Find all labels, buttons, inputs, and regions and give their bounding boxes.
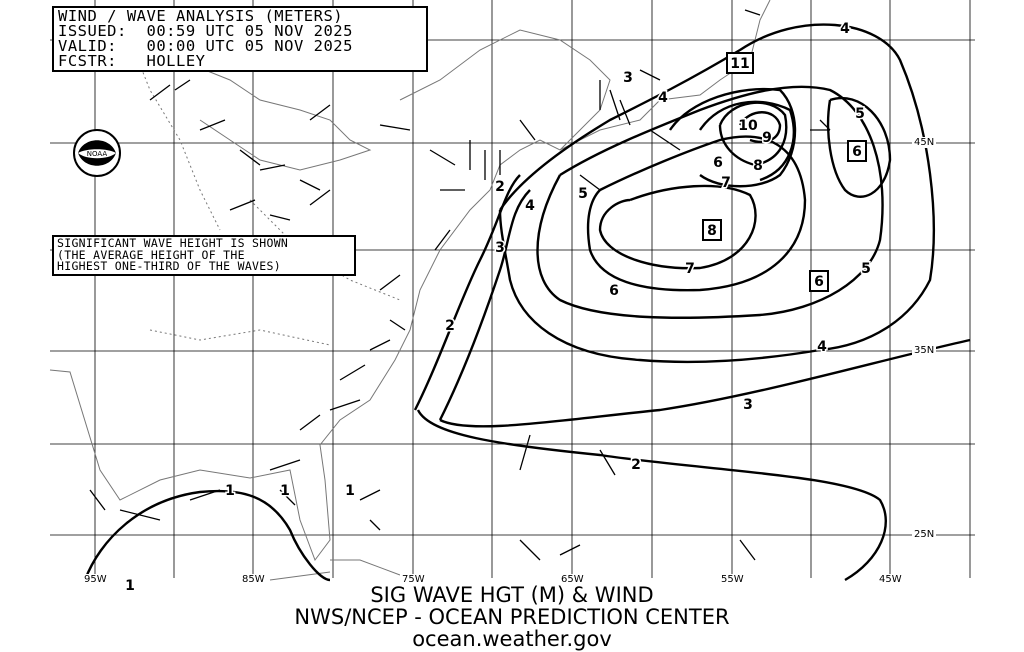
lon-label-85w: 85W [240, 574, 267, 585]
max-wave-label: 11 [730, 56, 749, 72]
note-line-1: SIGNIFICANT WAVE HEIGHT IS SHOWN [57, 236, 289, 250]
lon-label-45w: 45W [877, 574, 904, 585]
contour-label: 3 [495, 240, 505, 256]
contour-label: 4 [817, 339, 827, 355]
contour-6-north [669, 87, 797, 188]
lon-label-55w: 55W [719, 574, 746, 585]
contour-label: 3 [623, 70, 633, 86]
contour-label: 5 [855, 106, 865, 122]
contour-label: 5 [578, 186, 588, 202]
header-valid: VALID: 00:00 UTC 05 NOV 2025 [58, 37, 353, 55]
contour-label: 6 [609, 283, 619, 299]
lon-label-65w: 65W [559, 574, 586, 585]
contour-label: 2 [495, 179, 505, 195]
contour-label: 7 [721, 175, 731, 191]
wind-barbs [89, 9, 831, 561]
max-wave-label: 6 [814, 274, 824, 290]
svg-text:NOAA: NOAA [87, 150, 108, 158]
lat-label-25n: 25N [912, 529, 937, 540]
contour-label: 7 [685, 261, 695, 277]
note-line-2: (THE AVERAGE HEIGHT OF THE [57, 247, 245, 262]
contour-label: 4 [658, 90, 668, 106]
contour-8 [718, 101, 788, 167]
max-box [809, 270, 829, 292]
wave-height-note: SIGNIFICANT WAVE HEIGHT IS SHOWN (THE AV… [52, 235, 356, 276]
contour-label: 4 [525, 198, 535, 214]
contour-3 [438, 189, 971, 428]
contour-label: 4 [840, 21, 850, 37]
max-box [702, 219, 722, 241]
contour-label: 2 [445, 318, 455, 334]
contour-label: 10 [738, 118, 758, 134]
contour-7-north [699, 100, 795, 182]
contour-label: 2 [631, 457, 641, 473]
contour-label: 5 [861, 261, 871, 277]
contour-4 [498, 23, 935, 364]
noaa-logo: NOAA [73, 129, 121, 177]
wave-height-contours [83, 23, 971, 582]
header-title: WIND / WAVE ANALYSIS (METERS) [58, 7, 344, 25]
max-box [726, 52, 754, 74]
contour-2-south [416, 409, 887, 582]
lon-label-75w: 75W [400, 574, 427, 585]
lat-label-45n: 45N [912, 137, 937, 148]
contour-label: 3 [743, 397, 753, 413]
analysis-header: WIND / WAVE ANALYSIS (METERS) ISSUED: 00… [52, 6, 428, 72]
lat-label-35n: 35N [912, 345, 937, 356]
footer-agency: NWS/NCEP - OCEAN PREDICTION CENTER [294, 605, 730, 629]
max-wave-label: 6 [852, 144, 862, 160]
contour-label: 6 [713, 155, 723, 171]
contour-6 [586, 135, 807, 292]
max-box [847, 140, 867, 162]
contour-5 [536, 85, 884, 319]
header-issued: ISSUED: 00:59 UTC 05 NOV 2025 [58, 22, 353, 40]
coastlines [49, 0, 771, 581]
footer-website[interactable]: ocean.weather.gov [412, 627, 612, 651]
header-forecaster: FCSTR: HOLLEY [58, 52, 206, 70]
contour-label: 1 [225, 483, 235, 499]
max-labels: 11 8 6 6 [702, 52, 867, 292]
contour-7 [598, 184, 757, 270]
contour-label: 8 [753, 158, 763, 174]
contour-label: 1 [345, 483, 355, 499]
footer-product: SIG WAVE HGT (M) & WIND [370, 583, 654, 607]
contour-1 [83, 489, 331, 582]
contour-label: 9 [762, 130, 772, 146]
contour-label: 1 [280, 483, 290, 499]
note-line-3: HIGHEST ONE-THIRD OF THE WAVES) [57, 259, 281, 273]
contour-5-east [826, 97, 892, 198]
lon-label-95w: 95W [82, 574, 109, 585]
contour-label: 1 [125, 578, 135, 594]
contour-2 [413, 174, 521, 411]
chart-footer: SIG WAVE HGT (M) & WIND NWS/NCEP - OCEAN… [0, 584, 1024, 650]
contour-9 [738, 111, 782, 144]
max-wave-label: 8 [707, 223, 717, 239]
